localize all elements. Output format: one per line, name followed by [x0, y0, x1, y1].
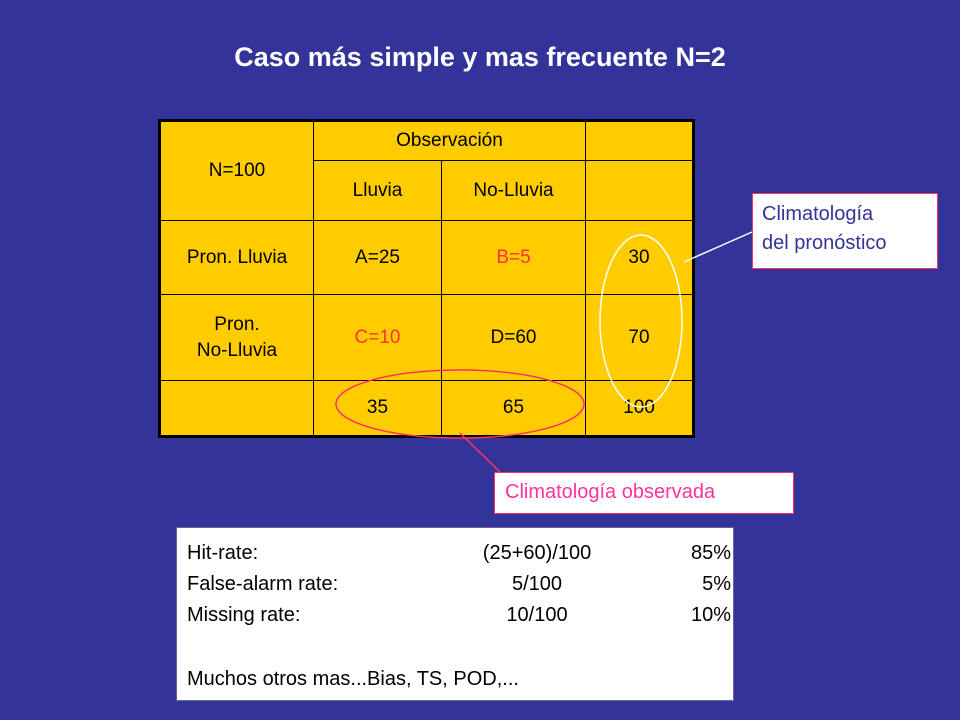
cell-c: C=10: [313, 294, 442, 381]
metric-value: 85%: [690, 542, 731, 564]
row-label-line1: Pron.: [214, 313, 260, 335]
empty-header-cell: [585, 120, 694, 161]
row-label-pron-lluvia: Pron. Lluvia: [159, 220, 314, 295]
metric-name: Hit-rate:: [187, 542, 259, 564]
observed-callout-text: Climatología observada: [505, 481, 716, 503]
grand-total: 100: [585, 380, 694, 437]
cell-d: D=60: [441, 294, 586, 381]
col1-total: 35: [313, 380, 442, 437]
forecast-climatology-callout: Climatología del pronóstico: [752, 193, 938, 269]
cell-a: A=25: [313, 220, 442, 295]
row-label-line2: No-Lluvia: [196, 339, 278, 361]
col2-total: 65: [441, 380, 586, 437]
metric-value: 5%: [702, 573, 731, 595]
metric-formula: 5/100: [511, 573, 563, 595]
empty-header-cell: [585, 160, 694, 221]
empty-total-cell: [159, 380, 314, 437]
metric-formula: 10/100: [506, 604, 568, 626]
observed-callout-line: [459, 432, 501, 473]
forecast-callout-line2: del pronóstico: [762, 232, 887, 254]
row-label-pron-no-lluvia: Pron. No-Lluvia: [159, 294, 314, 381]
observation-header: Observación: [313, 120, 586, 161]
slide-title: Caso más simple y mas frecuente N=2: [234, 42, 726, 72]
metric-name: False-alarm rate:: [187, 573, 339, 595]
observed-climatology-callout: Climatología observada: [494, 472, 794, 514]
metrics-box: Hit-rate: (25+60)/100 85% False-alarm ra…: [176, 527, 734, 701]
cell-b: B=5: [441, 220, 586, 295]
table-corner-cell: N=100: [159, 120, 314, 221]
metrics-note-text: Muchos otros mas...Bias, TS, POD,...: [187, 668, 519, 690]
metric-value: 10%: [690, 604, 731, 626]
row2-total: 70: [585, 294, 694, 381]
metric-formula: (25+60)/100: [482, 542, 592, 564]
contingency-table: N=100 Observación Lluvia No-Lluvia Pron.…: [158, 119, 695, 438]
no-lluvia-header: No-Lluvia: [441, 160, 586, 221]
row1-total: 30: [585, 220, 694, 295]
lluvia-header: Lluvia: [313, 160, 442, 221]
metric-name: Missing rate:: [187, 604, 301, 626]
forecast-callout-line1: Climatología: [762, 203, 874, 225]
